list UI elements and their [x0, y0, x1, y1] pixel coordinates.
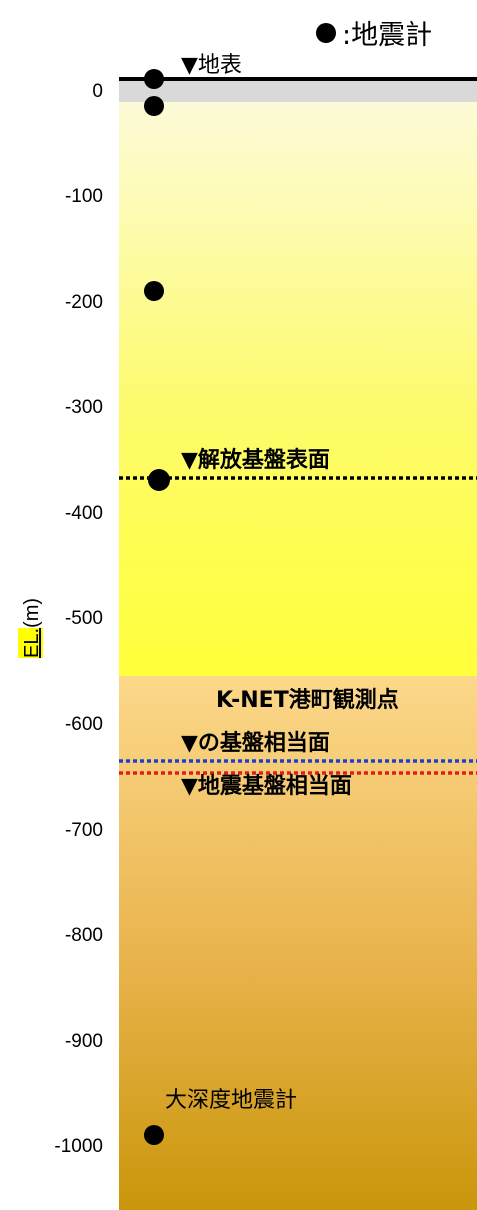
svg-text:EL.(m): EL.(m): [21, 598, 43, 658]
surface-gray-layer: [119, 80, 477, 102]
seismometer-marker: [148, 469, 170, 491]
surface-annotation: ▼地表: [181, 53, 242, 78]
tick-label: -400: [65, 503, 103, 524]
tick-label: -800: [65, 925, 103, 946]
legend-separator: :: [342, 20, 351, 51]
legend: :地震計: [316, 20, 432, 51]
ylabel-highlight: [18, 628, 43, 658]
ylabel-unit: (m): [21, 598, 43, 628]
tick-label: -600: [65, 714, 103, 735]
lower-rock-layer: [119, 676, 477, 1210]
tick-label: -500: [65, 608, 103, 629]
knet-annotation-line2: ▼の基盤相当面: [181, 730, 330, 756]
seismometer-marker: [144, 1125, 164, 1145]
tick-label: 0: [92, 81, 103, 102]
y-axis-label: EL.(m): [18, 598, 43, 658]
deep-seismometer-annotation: 大深度地震計: [165, 1088, 297, 1113]
upper-soil-layer: [119, 102, 477, 676]
legend-label: 地震計: [351, 20, 432, 51]
tick-label: -700: [65, 820, 103, 841]
ylabel-prefix: EL.: [21, 628, 43, 658]
legend-marker-icon: [316, 23, 336, 43]
tick-label: -300: [65, 397, 103, 418]
seismic-base-annotation: ▼地震基盤相当面: [181, 773, 352, 799]
knet-annotation-line1: K-NET港町観測点: [216, 687, 399, 713]
svg-text::地震計: :地震計: [342, 20, 432, 51]
tick-label: -200: [65, 292, 103, 313]
tick-label: -100: [65, 186, 103, 207]
seismometer-marker: [144, 96, 164, 116]
tick-label: -900: [65, 1031, 103, 1052]
tick-label: -1000: [54, 1136, 103, 1157]
seismometer-marker: [144, 281, 164, 301]
bedrock-annotation: ▼解放基盤表面: [181, 447, 330, 473]
seismometer-marker: [144, 69, 164, 89]
